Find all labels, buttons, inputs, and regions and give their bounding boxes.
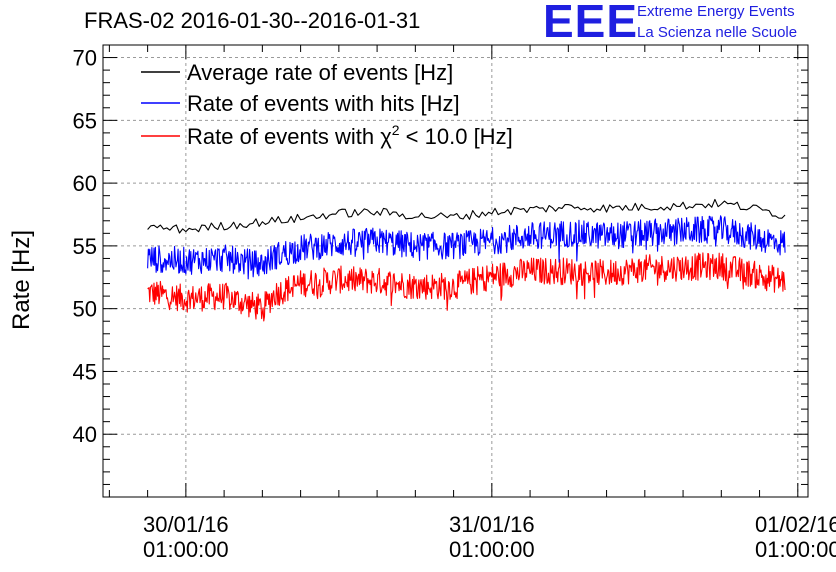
- y-tick-label: 65: [73, 108, 97, 133]
- legend-label-3: Rate of events with χ2 < 10.0 [Hz]: [187, 122, 513, 149]
- series-line-1: [147, 198, 786, 234]
- y-tick-label: 45: [73, 359, 97, 384]
- chart-title: FRAS-02 2016-01-30--2016-01-31: [84, 8, 421, 33]
- x-tick-label-time: 01:00:00: [143, 537, 229, 562]
- x-tick-label-time: 01:00:00: [755, 537, 836, 562]
- y-tick-label: 55: [73, 234, 97, 259]
- eee-logo-line2: La Scienza nelle Scuole: [637, 24, 798, 41]
- legend-label-2: Rate of events with hits [Hz]: [187, 91, 460, 116]
- y-tick-label: 40: [73, 422, 97, 447]
- eee-logo: EEE Extreme Energy Events La Scienza nel…: [543, 0, 833, 47]
- y-tick-label: 50: [73, 297, 97, 322]
- x-tick-label-date: 31/01/16: [449, 512, 535, 537]
- series-line-2: [147, 215, 786, 280]
- y-tick-label: 60: [73, 171, 97, 196]
- legend-label-1: Average rate of events [Hz]: [187, 60, 453, 85]
- x-tick-label-time: 01:00:00: [449, 537, 535, 562]
- eee-logo-mark: EEE: [543, 0, 639, 47]
- x-tick-label-date: 01/02/16: [755, 512, 836, 537]
- y-tick-label: 70: [73, 46, 97, 71]
- eee-logo-line1: Extreme Energy Events: [637, 3, 795, 20]
- series-line-3: [147, 252, 786, 322]
- x-tick-label-date: 30/01/16: [143, 512, 229, 537]
